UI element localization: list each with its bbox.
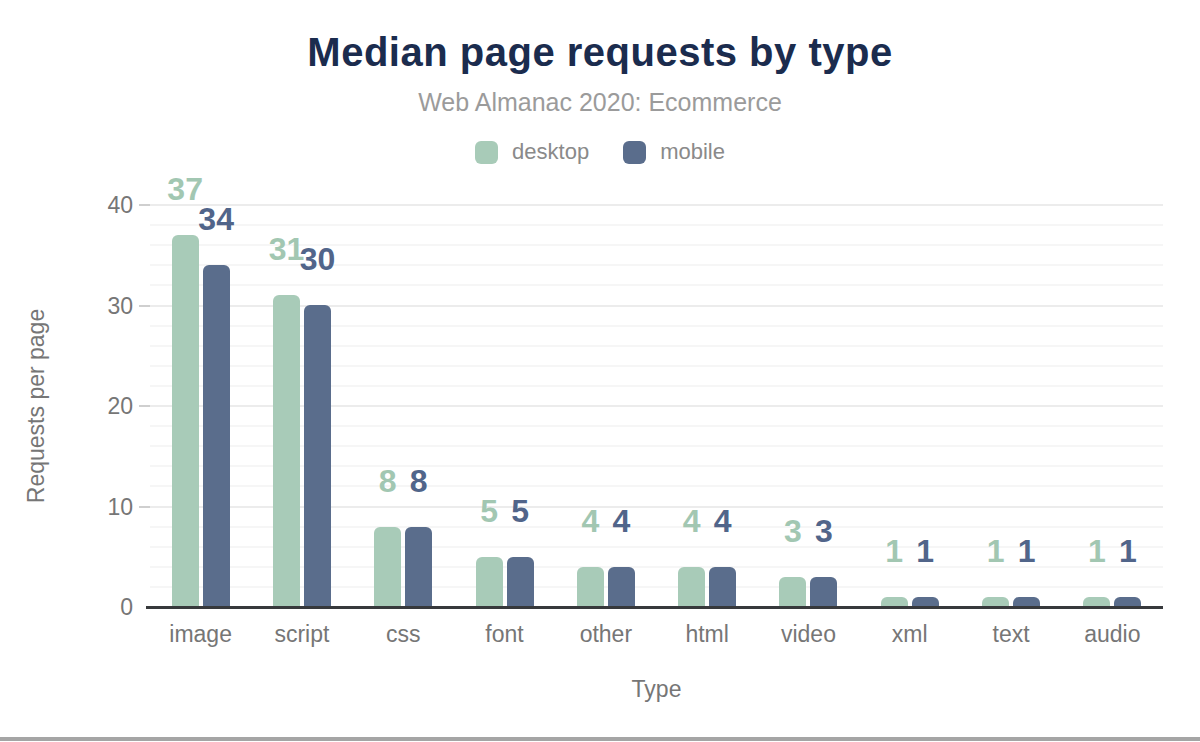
gridline-minor [150,445,1163,447]
value-label-desktop-text: 1 [987,535,1005,567]
bar-desktop-image[interactable] [172,235,199,607]
y-tick-mark [139,305,150,307]
value-label-mobile-audio: 1 [1119,535,1137,567]
gridline-minor [150,546,1163,548]
gridline-minor [150,465,1163,467]
gridline-major [150,305,1163,307]
x-tick-label-font: font [485,621,523,648]
x-axis-title: Type [150,676,1163,703]
y-tick-label: 10 [73,495,133,519]
legend-item-mobile[interactable]: mobile [623,139,725,165]
bar-desktop-html[interactable] [678,567,705,607]
legend-item-desktop[interactable]: desktop [475,139,589,165]
gridline-minor [150,425,1163,427]
value-label-mobile-text: 1 [1018,535,1036,567]
gridline-minor [150,365,1163,367]
value-label-mobile-css: 8 [410,465,428,497]
y-tick-mark [139,506,150,508]
bar-mobile-html[interactable] [709,567,736,607]
gridline-minor [150,566,1163,568]
gridline-minor [150,284,1163,286]
value-label-mobile-script: 30 [300,243,336,275]
gridline-major [150,204,1163,206]
chart-card: Median page requests by type Web Almanac… [0,0,1200,742]
x-tick-label-script: script [274,621,329,648]
x-axis-line [146,606,1163,609]
bar-desktop-other[interactable] [577,567,604,607]
x-tick-label-image: image [169,621,232,648]
legend: desktop mobile [0,139,1200,165]
legend-swatch-mobile [623,141,646,164]
value-label-desktop-html: 4 [683,505,701,537]
x-tick-label-video: video [781,621,836,648]
x-tick-label-xml: xml [892,621,928,648]
y-tick-mark [139,204,150,206]
value-label-desktop-other: 4 [581,505,599,537]
gridline-major [150,506,1163,508]
value-label-desktop-video: 3 [784,515,802,547]
y-tick-label: 30 [73,294,133,318]
x-tick-label-css: css [386,621,421,648]
chart-title: Median page requests by type [0,30,1200,75]
gridline-minor [150,526,1163,528]
gridline-minor [150,224,1163,226]
y-tick-label: 20 [73,394,133,418]
value-label-mobile-image: 34 [198,203,234,235]
y-tick-mark [139,405,150,407]
chart-subtitle: Web Almanac 2020: Ecommerce [0,88,1200,117]
bar-mobile-script[interactable] [304,305,331,607]
bar-mobile-other[interactable] [608,567,635,607]
bar-desktop-video[interactable] [779,577,806,607]
value-label-mobile-font: 5 [511,495,529,527]
x-tick-label-other: other [580,621,632,648]
value-label-mobile-video: 3 [815,515,833,547]
gridline-major [150,405,1163,407]
x-tick-label-audio: audio [1084,621,1140,648]
gridline-minor [150,485,1163,487]
value-label-desktop-xml: 1 [885,535,903,567]
y-axis-title: Requests per page [23,309,50,503]
value-label-desktop-font: 5 [480,495,498,527]
value-label-desktop-css: 8 [379,465,397,497]
bar-desktop-css[interactable] [374,527,401,607]
bar-mobile-video[interactable] [810,577,837,607]
plot-area: 0102030403734image3130script88css55font4… [150,205,1163,607]
value-label-desktop-audio: 1 [1088,535,1106,567]
value-label-mobile-xml: 1 [916,535,934,567]
x-tick-label-html: html [685,621,728,648]
legend-swatch-desktop [475,141,498,164]
gridline-minor [150,385,1163,387]
y-tick-label: 0 [73,595,133,619]
bar-desktop-script[interactable] [273,295,300,607]
value-label-mobile-other: 4 [612,505,630,537]
bar-desktop-font[interactable] [476,557,503,607]
legend-label-desktop: desktop [512,139,589,165]
bar-mobile-font[interactable] [507,557,534,607]
gridline-minor [150,325,1163,327]
bar-mobile-image[interactable] [203,265,230,607]
footer-divider [0,737,1200,741]
gridline-minor [150,345,1163,347]
value-label-mobile-html: 4 [714,505,732,537]
y-tick-label: 40 [73,193,133,217]
bar-mobile-css[interactable] [405,527,432,607]
legend-label-mobile: mobile [660,139,725,165]
x-tick-label-text: text [993,621,1030,648]
gridline-minor [150,586,1163,588]
